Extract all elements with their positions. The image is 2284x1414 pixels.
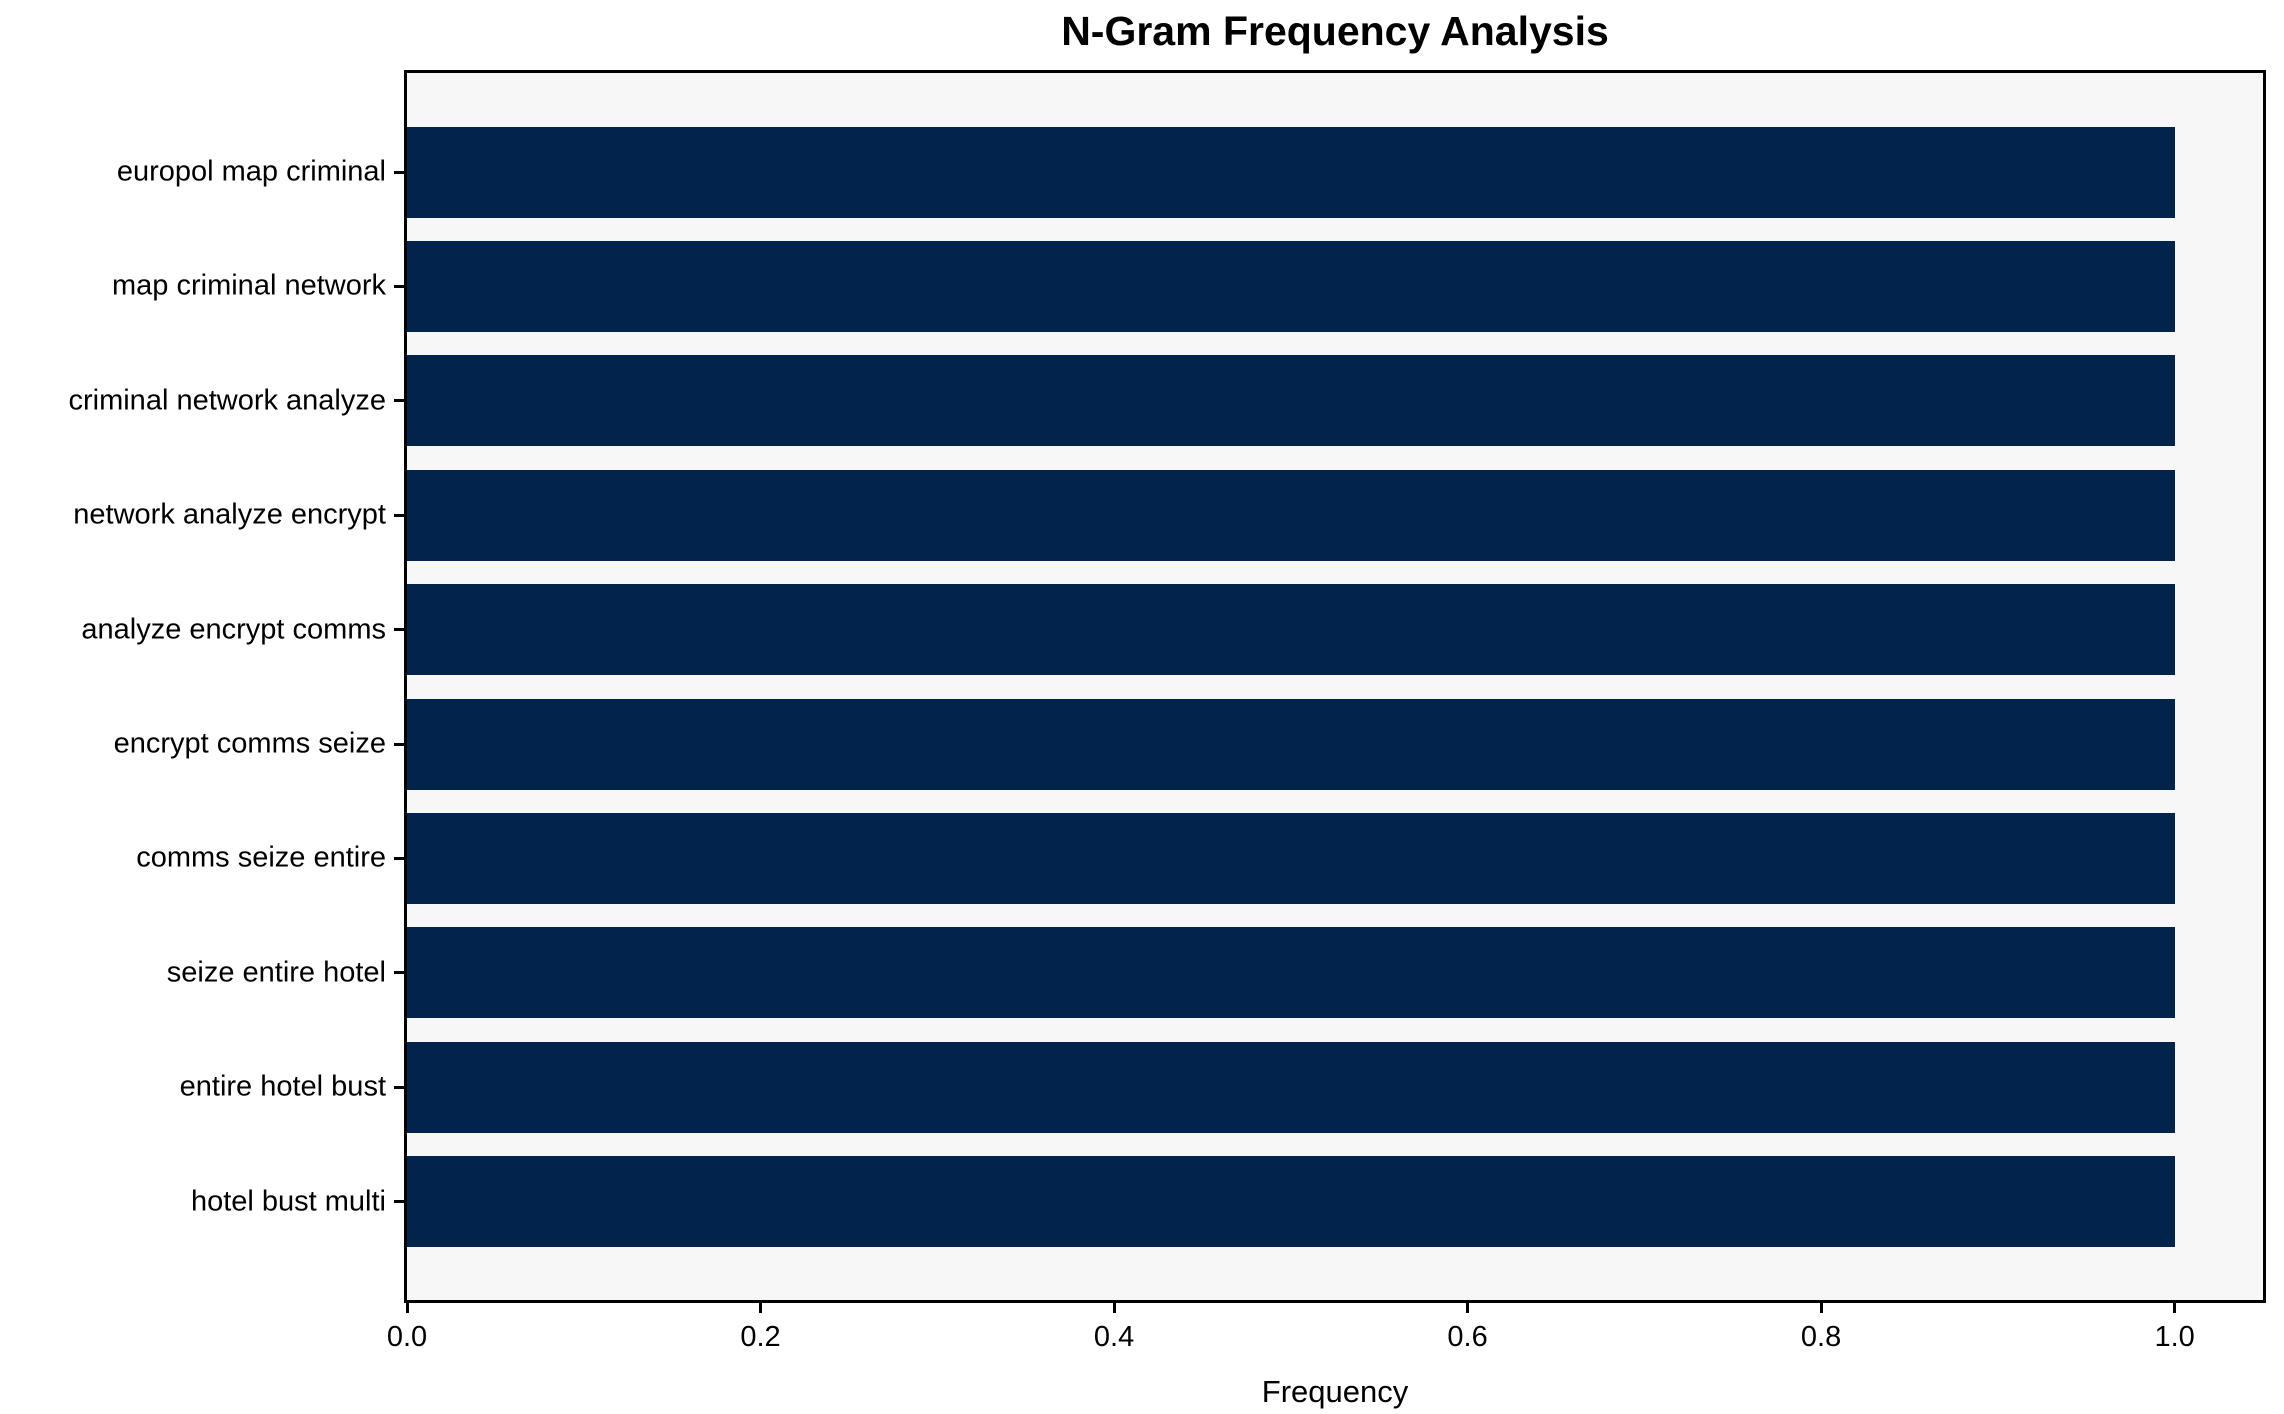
y-tick-mark [394,1200,404,1204]
y-axis-tick-label: encrypt comms seize [113,727,386,760]
x-axis-tick-label: 1.0 [2154,1321,2195,1353]
y-axis-tick-label: network analyze encrypt [73,498,386,531]
x-axis-tick-label: 0.6 [1447,1321,1488,1353]
y-tick-mark [394,170,404,174]
y-tick-mark [394,284,404,288]
x-tick-mark [405,1303,409,1313]
x-axis-tick-label: 0.2 [740,1321,781,1353]
y-axis-tick-label: criminal network analyze [68,384,386,417]
y-axis-tick-label: comms seize entire [136,841,386,874]
x-axis-tick-label: 0.0 [386,1321,428,1353]
bar [407,355,2175,447]
bar [407,698,2175,790]
bar [407,812,2175,904]
chart-title: N-Gram Frequency Analysis [1061,8,1609,54]
y-axis-tick-label: map criminal network [112,269,386,302]
y-tick-mark [394,742,404,746]
x-tick-mark [1819,1303,1823,1313]
x-axis-tick-label: 0.4 [1093,1321,1135,1353]
bar [407,469,2175,561]
bar [407,1156,2175,1248]
y-tick-mark [394,399,404,403]
y-tick-mark [394,513,404,517]
y-tick-mark [394,971,404,975]
x-tick-mark [1466,1303,1470,1313]
bar [407,927,2175,1019]
y-axis-tick-label: seize entire hotel [166,956,386,989]
bar [407,1041,2175,1133]
y-tick-mark [394,1085,404,1089]
x-tick-mark [2173,1303,2177,1313]
y-axis-tick-label: europol map criminal [116,155,386,188]
x-axis-tick-label: 0.8 [1800,1321,1842,1353]
bar [407,584,2175,676]
y-axis-tick-label: entire hotel bust [179,1070,386,1103]
bar [407,126,2175,218]
y-axis-tick-label: analyze encrypt comms [81,613,386,646]
y-axis-tick-label: hotel bust multi [190,1185,386,1218]
plot-area [404,70,2266,1303]
bar [407,240,2175,332]
x-tick-mark [1112,1303,1116,1313]
y-tick-mark [394,628,404,632]
y-tick-mark [394,856,404,860]
x-axis-label: Frequency [1261,1374,1409,1409]
x-tick-mark [759,1303,763,1313]
